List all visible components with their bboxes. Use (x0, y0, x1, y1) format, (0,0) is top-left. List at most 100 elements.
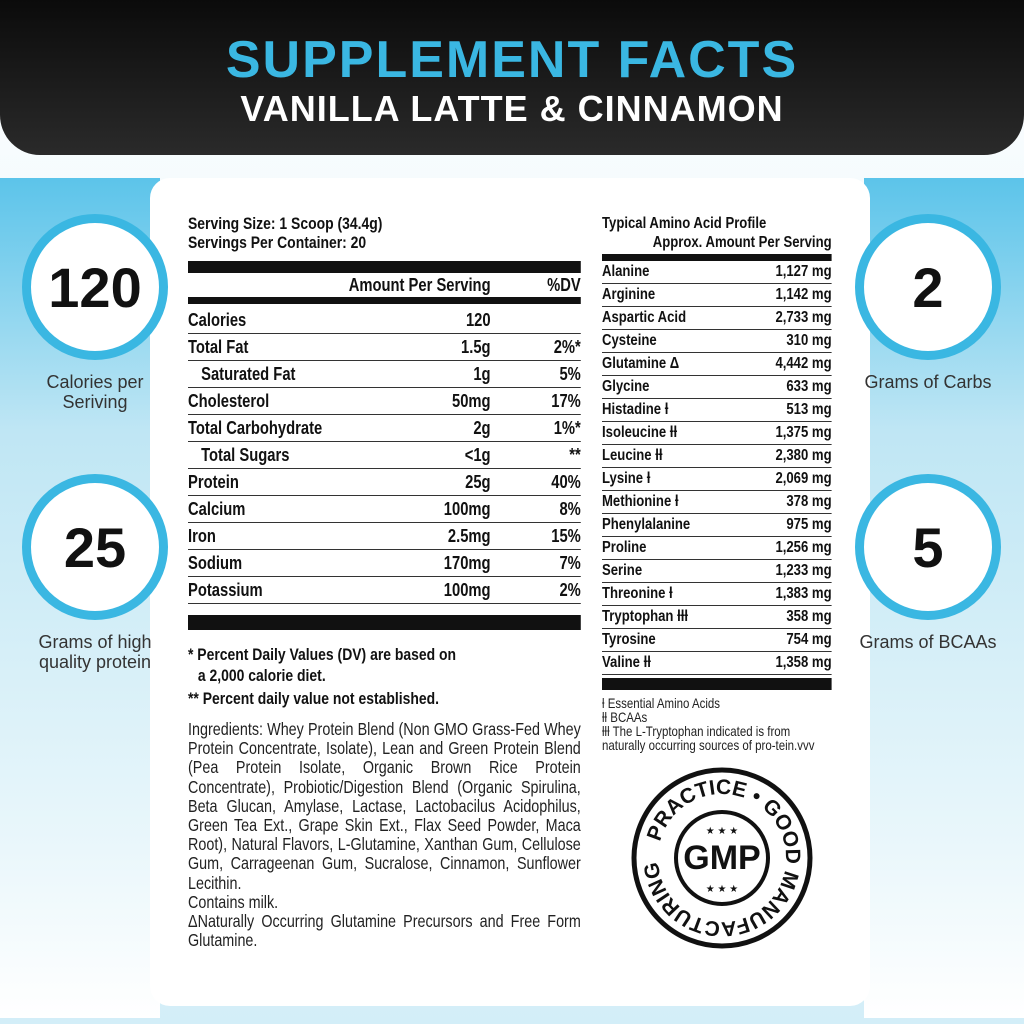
nutrition-row: Sodium 170mg 7% (188, 550, 581, 577)
amino-row: Histadine ƚ 513 mg (602, 399, 832, 422)
nutrient-amount: 170mg (443, 552, 491, 573)
carbs-caption: Grams of Carbs (864, 372, 992, 392)
amino-row: Isoleucine ƚƚ 1,375 mg (602, 422, 832, 445)
protein-badge: 25 (22, 474, 168, 620)
amino-value: 513 mg (786, 401, 832, 418)
amino-value: 378 mg (786, 493, 832, 510)
amino-name: Threonine ƚ (602, 585, 673, 602)
nutrient-amount: 1g (473, 363, 491, 384)
protein-caption: Grams of high quality protein (38, 632, 152, 672)
amino-row: Proline 1,256 mg (602, 537, 832, 560)
amino-row: Threonine ƚ 1,383 mg (602, 583, 832, 606)
amino-value: 1,256 mg (775, 539, 832, 556)
nutrient-amount: 2.5mg (447, 525, 491, 546)
amino-row: Aspartic Acid 2,733 mg (602, 307, 832, 330)
nutrient-amount: 120 (465, 309, 491, 330)
gmp-seal: PRACTICE • GOOD MANUFACTURING GMP ★ ★ ★ … (631, 767, 813, 949)
amino-value: 1,127 mg (775, 263, 832, 280)
amino-footnote: ƚƚ BCAAs (602, 709, 648, 725)
divider-thick (602, 678, 832, 690)
footnote-not-established: ** Percent daily value not established. (188, 689, 440, 708)
page-title: SUPPLEMENT FACTS (225, 31, 799, 89)
nutrient-dv: 2%* (553, 336, 581, 357)
nutrient-dv: 40% (551, 471, 581, 492)
bcaa-caption: Grams of BCAAs (859, 632, 997, 652)
divider-thick (602, 254, 832, 261)
nutrient-name: Total Sugars (201, 444, 290, 465)
amino-name: Isoleucine ƚƚ (602, 424, 678, 441)
amino-row: Methionine ƚ 378 mg (602, 491, 832, 514)
amino-value: 1,233 mg (775, 562, 832, 579)
amino-row: Cysteine 310 mg (602, 330, 832, 353)
nutrient-amount: 100mg (443, 498, 491, 519)
amino-row: Glutamine Δ 4,442 mg (602, 353, 832, 376)
amino-value: 1,358 mg (775, 654, 832, 671)
nutrient-dv: ** (569, 444, 581, 465)
amino-name: Cysteine (602, 332, 657, 349)
nutrient-name: Iron (188, 525, 216, 546)
nutrition-row: Total Carbohydrate 2g 1%* (188, 415, 581, 442)
footnote-dv: * Percent Daily Values (DV) are based on (188, 645, 457, 664)
flavor-subtitle: VANILLA LATTE & CINNAMON (240, 88, 784, 129)
nutrient-name: Saturated Fat (201, 363, 296, 384)
divider-thick (188, 615, 581, 630)
column-header: Amount Per Serving %DV (188, 273, 581, 297)
amino-value: 2,733 mg (775, 309, 832, 326)
nutrient-dv: 17% (551, 390, 581, 411)
amino-name: Alanine (602, 263, 650, 280)
nutrient-dv: 8% (559, 498, 581, 519)
header-banner: SUPPLEMENT FACTS VANILLA LATTE & CINNAMO… (0, 0, 1024, 155)
footnote-dv-2: a 2,000 calorie diet. (197, 666, 326, 685)
amino-value: 975 mg (786, 516, 832, 533)
bcaa-badge: 5 (855, 474, 1001, 620)
divider-thick (188, 297, 581, 304)
amino-name: Methionine ƚ (602, 493, 679, 510)
amino-value: 754 mg (786, 631, 832, 648)
nutrient-name: Protein (188, 471, 239, 492)
nutrient-amount: 100mg (443, 579, 491, 600)
amino-value: 1,383 mg (775, 585, 832, 602)
nutrient-dv: 5% (559, 363, 581, 384)
nutrition-row: Iron 2.5mg 15% (188, 523, 581, 550)
serving-size: Serving Size: 1 Scoop (34.4g) (188, 214, 383, 233)
nutrient-amount: 25g (465, 471, 491, 492)
amino-footnote: ƚ Essential Amino Acids (602, 695, 721, 711)
amino-row: Valine ƚƚ 1,358 mg (602, 652, 832, 675)
calories-badge: 120 (22, 214, 168, 360)
amino-row: Arginine 1,142 mg (602, 284, 832, 307)
nutrient-name: Total Carbohydrate (188, 417, 323, 438)
nutrient-dv: 1%* (553, 417, 581, 438)
amino-value: 2,069 mg (775, 470, 832, 487)
amino-name: Serine (602, 562, 643, 579)
divider-thick (188, 261, 581, 273)
amino-name: Proline (602, 539, 647, 556)
ingredients: Ingredients: Whey Protein Blend (Non GMO… (188, 719, 581, 950)
amino-row: Lysine ƚ 2,069 mg (602, 468, 832, 491)
nutrition-facts: Serving Size: 1 Scoop (34.4g) Servings P… (188, 214, 581, 710)
nutrition-row: Total Sugars <1g ** (188, 442, 581, 469)
nutrient-name: Potassium (188, 579, 263, 600)
nutrient-name: Sodium (188, 552, 243, 573)
nutrition-row: Calcium 100mg 8% (188, 496, 581, 523)
amino-name: Glycine (602, 378, 650, 395)
servings-per-container: Servings Per Container: 20 (188, 233, 367, 252)
amino-footnote: ƚƚƚ The L-Tryptophan indicated is from n… (602, 723, 815, 753)
nutrition-row: Total Fat 1.5g 2%* (188, 334, 581, 361)
amino-name: Leucine ƚƚ (602, 447, 663, 464)
amino-name: Arginine (602, 286, 656, 303)
amino-value: 1,375 mg (775, 424, 832, 441)
amino-name: Glutamine Δ (602, 355, 680, 372)
nutrient-name: Calcium (188, 498, 246, 519)
amino-name: Lysine ƚ (602, 470, 651, 487)
nutrition-row: Protein 25g 40% (188, 469, 581, 496)
amino-value: 1,142 mg (775, 286, 832, 303)
star-icon: ★ ★ ★ (706, 884, 738, 895)
amino-name: Histadine ƚ (602, 401, 669, 418)
nutrition-row: Cholesterol 50mg 17% (188, 388, 581, 415)
amino-row: Phenylalanine 975 mg (602, 514, 832, 537)
amino-name: Valine ƚƚ (602, 654, 651, 671)
amino-value: 4,442 mg (775, 355, 832, 372)
amino-name: Tyrosine (602, 631, 656, 648)
amino-row: Leucine ƚƚ 2,380 mg (602, 445, 832, 468)
seal-inner-ring (674, 810, 770, 906)
